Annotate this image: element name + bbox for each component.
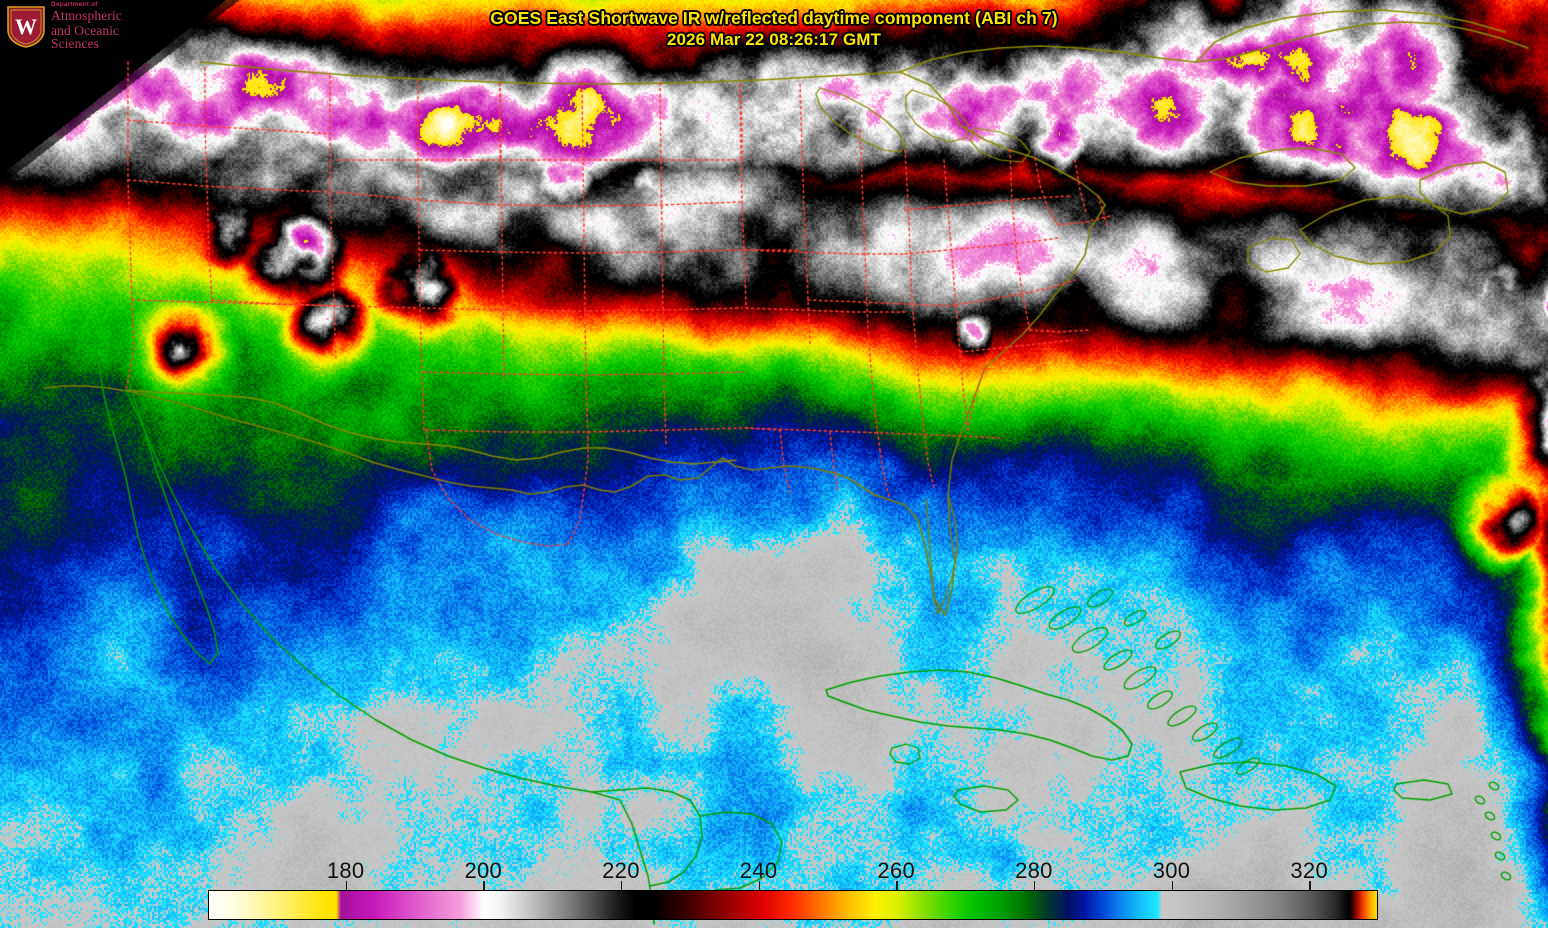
uw-crest-icon: W (6, 4, 46, 48)
logo-name-line-2: and Oceanic Sciences (51, 22, 120, 51)
logo-name-line-1: Atmospheric (51, 8, 122, 23)
colorbar-tick (1033, 881, 1036, 890)
colorbar-tick-label: 320 (1290, 858, 1328, 883)
temperature-colorbar: 180 200 220 240 260 280 300 320 (208, 858, 1378, 920)
uw-aos-logo-text: Department of Atmospheric and Oceanic Sc… (51, 0, 158, 51)
colorbar-tick-label: 180 (326, 858, 365, 883)
colorbar-gradient (208, 890, 1378, 920)
svg-text:W: W (15, 14, 37, 39)
colorbar-tick-label: 240 (739, 858, 778, 883)
colorbar-tick (1309, 881, 1311, 890)
colorbar-tick (1171, 881, 1174, 890)
colorbar-tick-label: 260 (877, 858, 916, 883)
colorbar-tick (345, 881, 348, 890)
colorbar-tick (620, 881, 623, 890)
colorbar-tick-label: 280 (1015, 858, 1053, 883)
colorbar-tick (758, 881, 761, 890)
colorbar-tick-label: 300 (1152, 858, 1191, 883)
logo-department-line: Department of (51, 0, 98, 8)
colorbar-tick (896, 881, 898, 890)
colorbar-tick-label: 220 (602, 858, 640, 883)
uw-aos-logo: W Department of Atmospheric and Oceanic … (0, 0, 158, 52)
colorbar-tick (483, 881, 485, 890)
colorbar-tick-label: 200 (464, 858, 503, 883)
